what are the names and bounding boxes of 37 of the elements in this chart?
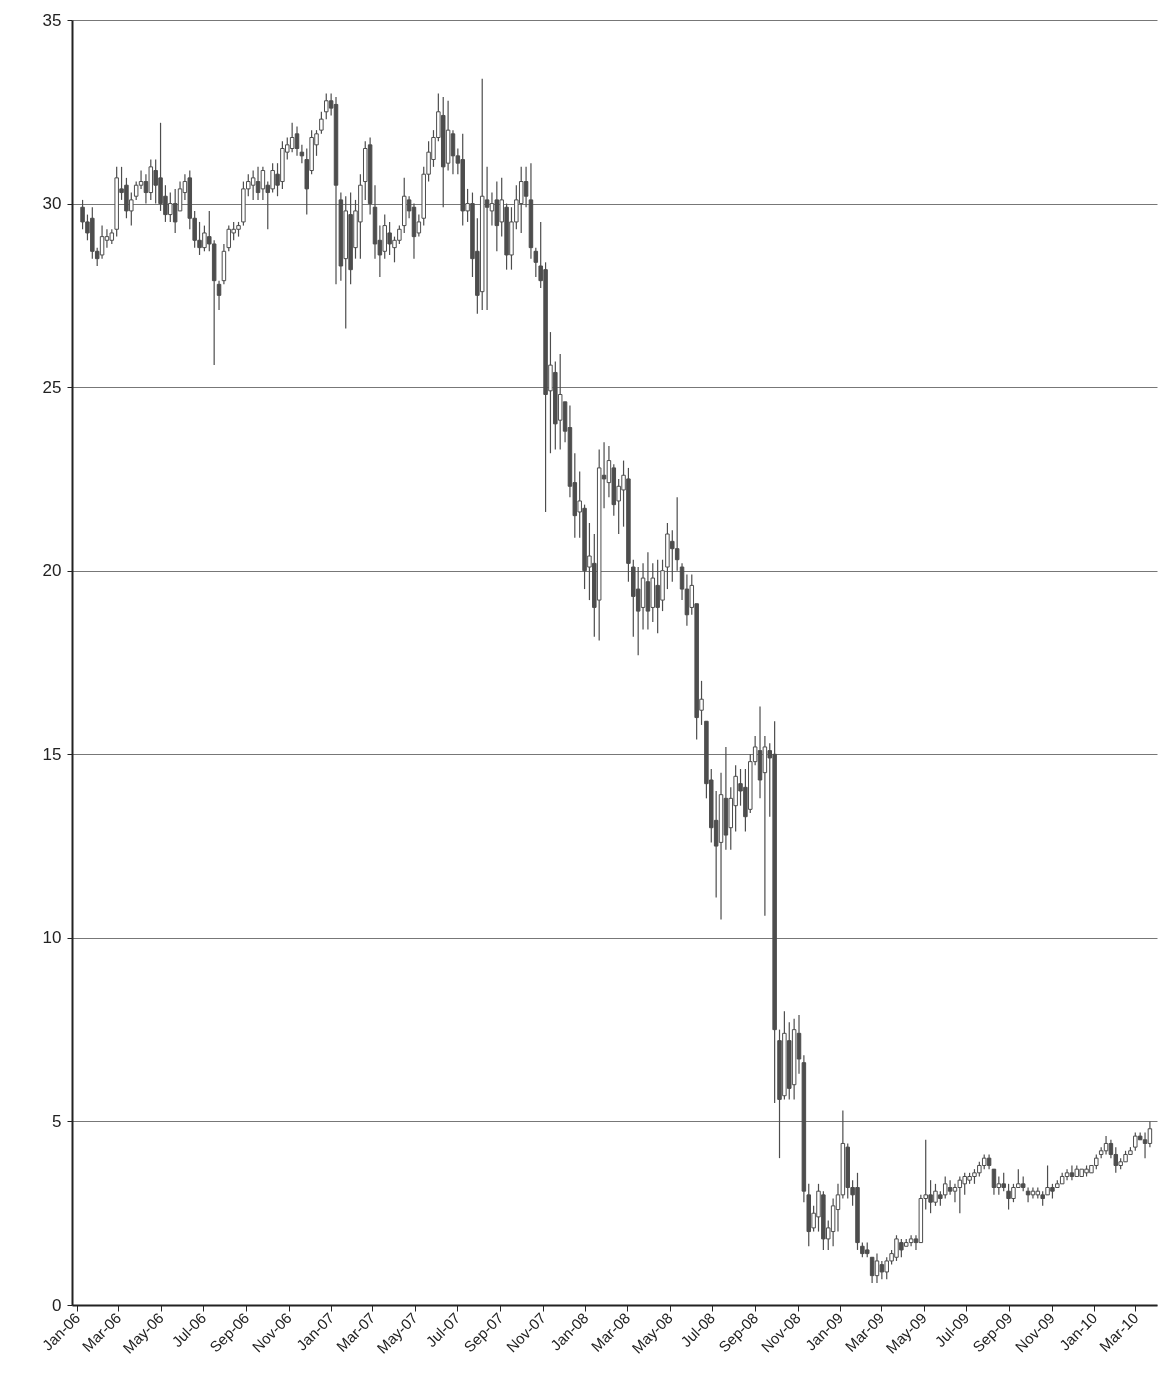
y-tick-label: 30 — [42, 194, 62, 214]
candlestick — [523, 166, 529, 208]
candlestick — [957, 1175, 963, 1214]
candlestick — [289, 122, 295, 153]
candlestick — [1030, 1186, 1036, 1200]
y-tick-label: 20 — [42, 561, 62, 581]
candlestick — [216, 280, 222, 311]
candlestick — [947, 1179, 953, 1196]
candlestick — [99, 225, 105, 260]
candlestick — [484, 166, 490, 311]
candlestick — [908, 1234, 914, 1247]
candlestick — [869, 1256, 875, 1284]
candlestick — [874, 1253, 880, 1284]
candlestick — [489, 191, 495, 227]
y-tick-label: 15 — [42, 744, 62, 764]
candlestick — [674, 496, 680, 572]
candlestick — [879, 1260, 885, 1280]
y-tick-label: 25 — [42, 377, 62, 397]
candlestick — [1069, 1164, 1075, 1181]
candlestick — [1025, 1186, 1031, 1203]
y-tick-label: 10 — [42, 928, 62, 948]
candlestick — [1064, 1168, 1070, 1181]
candlestick — [1147, 1120, 1153, 1148]
candlestick — [942, 1175, 948, 1200]
candlestick — [255, 166, 261, 201]
candlestick — [518, 166, 524, 234]
y-tick-label: 35 — [42, 10, 62, 30]
y-tick-label: 0 — [52, 1295, 62, 1315]
candlestick — [319, 111, 324, 135]
candlestick — [250, 169, 256, 201]
candlestick — [294, 125, 300, 157]
candlestick — [635, 566, 641, 656]
candlestick — [952, 1183, 958, 1203]
candlestick — [1142, 1131, 1148, 1159]
y-tick-label: 5 — [52, 1111, 62, 1131]
candlestick — [260, 166, 266, 201]
candlestick — [172, 188, 178, 234]
